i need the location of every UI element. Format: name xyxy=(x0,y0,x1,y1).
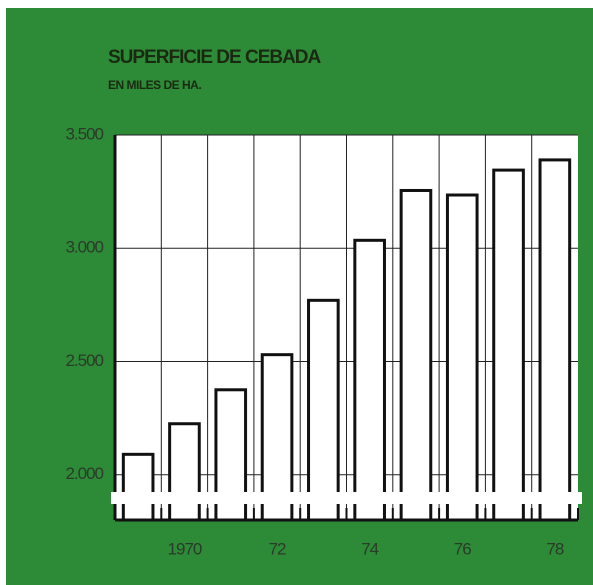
bar xyxy=(492,168,525,522)
bar xyxy=(307,298,340,522)
x-tick-label: 74 xyxy=(361,539,378,558)
x-tick-label: 78 xyxy=(546,539,563,558)
bar xyxy=(445,193,479,522)
y-tick-label: 3.000 xyxy=(65,238,103,257)
y-tick-label: 2.000 xyxy=(65,464,103,483)
bar xyxy=(353,238,386,522)
x-tick-label: 1970 xyxy=(168,539,202,558)
y-tick-label: 2.500 xyxy=(65,351,103,370)
axis-break xyxy=(111,492,582,504)
bar xyxy=(121,452,155,522)
bar xyxy=(399,188,433,522)
x-tick-label: 76 xyxy=(454,539,471,558)
bar xyxy=(168,422,201,522)
x-tick-label: 72 xyxy=(269,539,286,558)
chart-subtitle: EN MILES DE HA. xyxy=(108,78,201,92)
y-tick-label: 3.500 xyxy=(65,124,103,143)
chart-title: SUPERFICIE DE CEBADA xyxy=(108,47,322,68)
bar xyxy=(538,158,572,522)
